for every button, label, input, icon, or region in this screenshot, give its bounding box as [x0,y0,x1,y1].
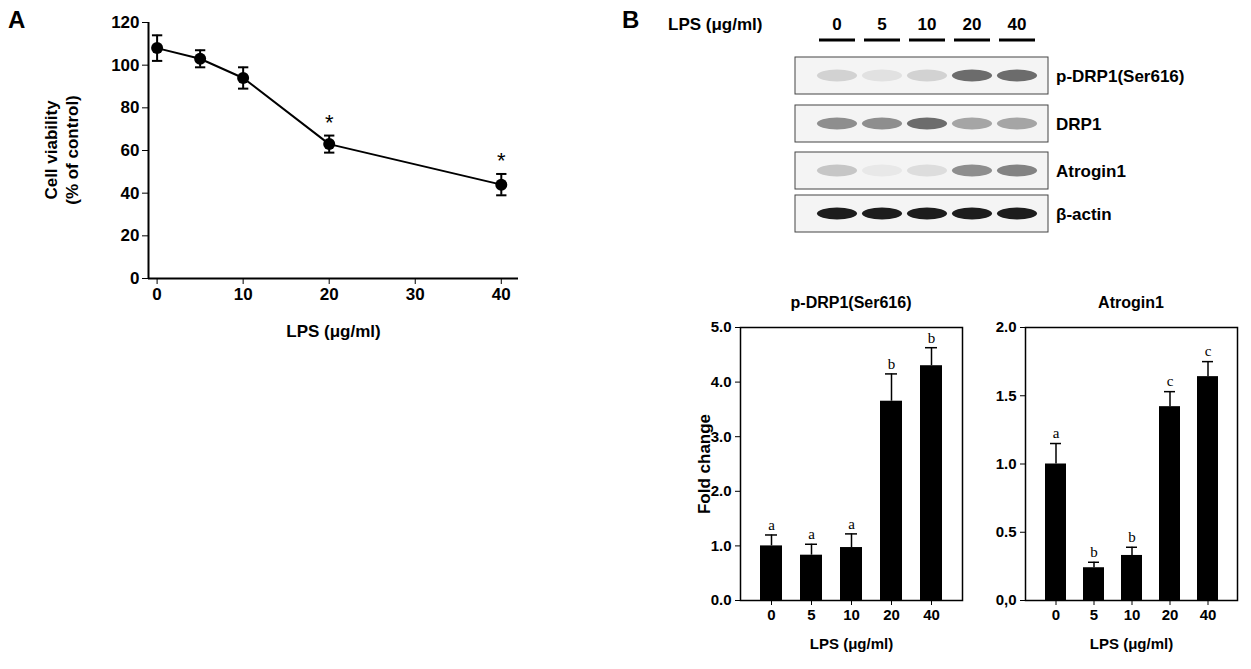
html-text:A: A [8,6,26,33]
svg-text:60: 60 [121,141,140,160]
svg-text:LPS (μg/ml): LPS (μg/ml) [668,15,762,34]
svg-text:1.5: 1.5 [996,387,1017,404]
svg-text:LPS (μg/ml): LPS (μg/ml) [1090,635,1173,652]
svg-text:20: 20 [1162,606,1179,623]
svg-text:5: 5 [877,15,886,34]
svg-text:a: a [848,516,855,532]
svg-text:20: 20 [963,15,982,34]
svg-text:4.0: 4.0 [711,373,732,390]
svg-text:20: 20 [883,606,900,623]
svg-text:120: 120 [111,13,139,32]
svg-text:10: 10 [1124,606,1141,623]
svg-text:5.0: 5.0 [711,318,732,335]
svg-text:b: b [1128,529,1136,545]
svg-text:5: 5 [1090,606,1098,623]
svg-text:1.0: 1.0 [996,455,1017,472]
svg-text:β-actin: β-actin [1056,205,1112,224]
svg-text:c: c [1205,343,1212,359]
svg-text:b: b [1090,544,1098,560]
svg-text:0: 0 [1052,606,1060,623]
html-text:Cell viability (% of control): Cell viability (% of control) [42,95,82,205]
svg-text:40: 40 [923,606,940,623]
svg-text:0: 0 [832,15,841,34]
svg-text:40: 40 [1200,606,1217,623]
html-text:Atrogin1: Atrogin1 [1098,294,1164,311]
svg-text:*: * [497,148,506,173]
svg-text:2.0: 2.0 [996,318,1017,335]
html-text:B: B [622,6,640,33]
svg-text:10: 10 [918,15,937,34]
svg-text:40: 40 [121,184,140,203]
svg-text:a: a [808,526,815,542]
svg-text:b: b [888,356,896,372]
svg-text:20: 20 [320,285,339,304]
svg-text:3.0: 3.0 [711,428,732,445]
html-text:Fold change: Fold change [694,413,714,514]
svg-text:40: 40 [492,285,511,304]
svg-text:c: c [1167,373,1174,389]
svg-text:30: 30 [406,285,425,304]
svg-text:Atrogin1: Atrogin1 [1056,162,1126,181]
svg-text:20: 20 [121,226,140,245]
svg-text:b: b [928,330,936,346]
svg-text:1.0: 1.0 [711,537,732,554]
svg-text:2.0: 2.0 [711,482,732,499]
svg-text:100: 100 [111,56,139,75]
svg-text:80: 80 [121,98,140,117]
svg-text:10: 10 [843,606,860,623]
svg-text:a: a [768,517,775,533]
svg-text:0.5: 0.5 [996,523,1017,540]
svg-text:0: 0 [152,285,161,304]
svg-text:*: * [325,110,334,135]
svg-text:DRP1: DRP1 [1056,115,1101,134]
html-text:p-DRP1(Ser616): p-DRP1(Ser616) [790,294,912,311]
svg-text:40: 40 [1008,15,1027,34]
svg-text:p-DRP1(Ser616): p-DRP1(Ser616) [1056,67,1185,86]
svg-text:LPS (μg/ml): LPS (μg/ml) [286,322,380,341]
svg-text:0,0: 0,0 [996,591,1017,608]
svg-text:10: 10 [234,285,253,304]
svg-text:5: 5 [807,606,815,623]
svg-text:0: 0 [767,606,775,623]
svg-text:0: 0 [130,269,139,288]
svg-text:a: a [1053,425,1060,441]
svg-text:LPS (μg/ml): LPS (μg/ml) [810,635,893,652]
svg-text:0.0: 0.0 [711,591,732,608]
